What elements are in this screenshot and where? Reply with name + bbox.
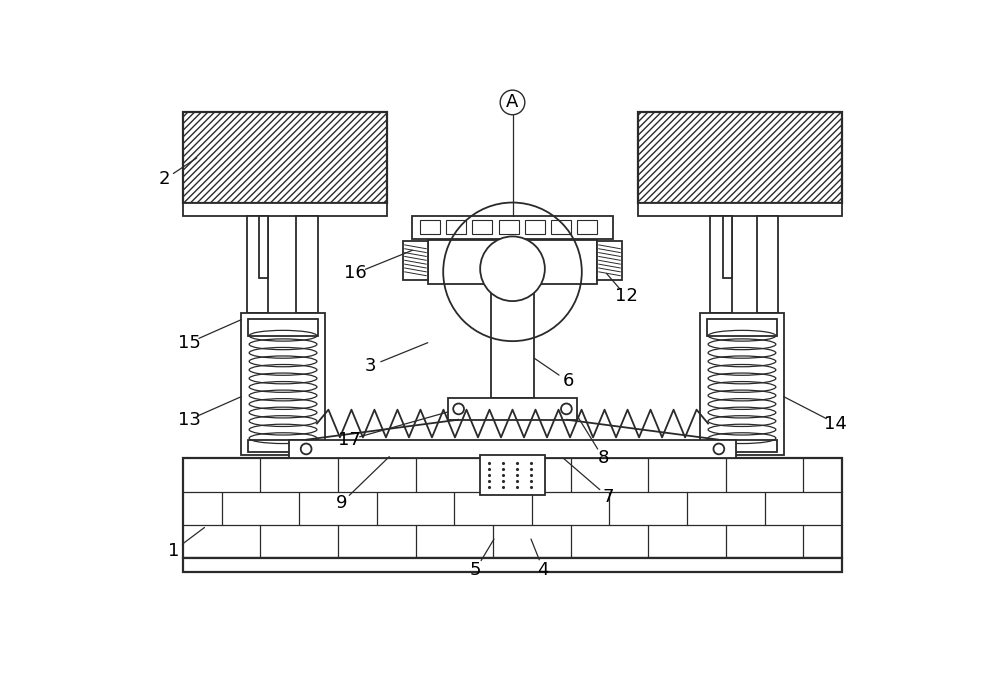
Bar: [597, 241, 622, 280]
Bar: [499, 220, 519, 234]
Circle shape: [561, 404, 572, 415]
Bar: [446, 220, 466, 234]
Bar: [723, 216, 732, 278]
Bar: [248, 439, 318, 452]
Bar: [707, 439, 777, 452]
Bar: [183, 458, 842, 558]
Bar: [183, 203, 387, 216]
Bar: [480, 455, 545, 495]
Circle shape: [453, 404, 464, 415]
Text: 14: 14: [824, 415, 847, 433]
Bar: [472, 220, 492, 234]
Text: 7: 7: [602, 488, 614, 506]
Text: 1: 1: [168, 542, 179, 559]
Bar: [551, 220, 571, 234]
Circle shape: [500, 90, 525, 115]
Bar: [183, 558, 842, 572]
Text: 2: 2: [159, 171, 170, 189]
Bar: [420, 220, 440, 234]
Bar: [710, 216, 732, 313]
Bar: [491, 284, 534, 398]
Bar: [428, 239, 597, 284]
Bar: [638, 112, 842, 203]
Text: 12: 12: [615, 288, 638, 305]
Text: A: A: [506, 94, 519, 111]
Bar: [577, 220, 597, 234]
Text: 15: 15: [178, 334, 201, 352]
Bar: [296, 216, 318, 313]
Bar: [448, 398, 577, 420]
Bar: [412, 216, 613, 239]
Text: 13: 13: [178, 410, 201, 429]
Bar: [525, 220, 545, 234]
Bar: [248, 319, 318, 336]
Bar: [707, 319, 777, 336]
Bar: [289, 439, 736, 458]
Text: 5: 5: [470, 561, 481, 579]
Text: 6: 6: [562, 372, 574, 390]
Bar: [259, 216, 268, 278]
Text: 8: 8: [598, 449, 609, 467]
Bar: [183, 112, 387, 203]
Bar: [700, 313, 784, 455]
Bar: [403, 241, 428, 280]
Circle shape: [301, 443, 312, 454]
Bar: [757, 216, 778, 313]
Bar: [247, 216, 268, 313]
Circle shape: [713, 443, 724, 454]
Text: 4: 4: [538, 561, 549, 579]
Text: 9: 9: [336, 494, 347, 512]
Text: 3: 3: [365, 357, 377, 375]
Text: 16: 16: [344, 264, 367, 282]
Circle shape: [480, 237, 545, 301]
Text: 17: 17: [338, 431, 361, 449]
Bar: [241, 313, 325, 455]
Bar: [638, 203, 842, 216]
